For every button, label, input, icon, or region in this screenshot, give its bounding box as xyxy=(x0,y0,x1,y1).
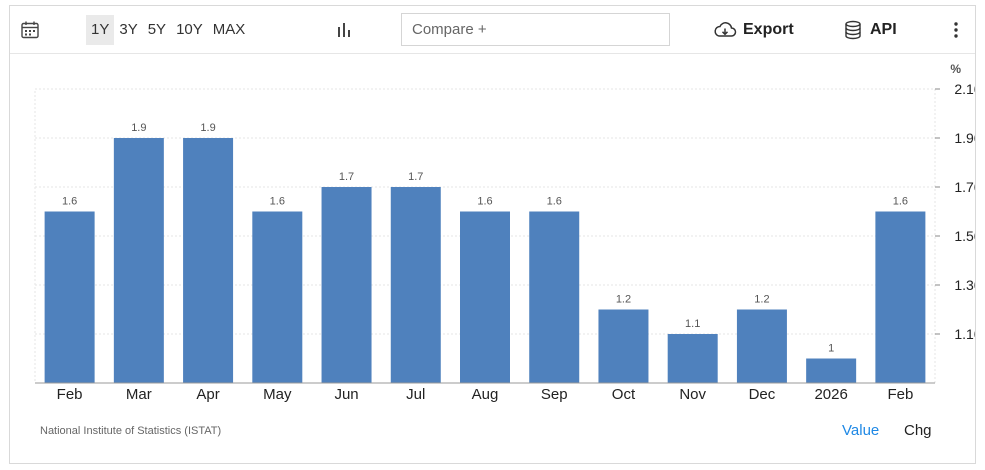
y-tick-label: 1.10 xyxy=(954,326,975,342)
value-mode-button[interactable]: Value xyxy=(842,422,880,439)
y-tick-label: 1.90 xyxy=(954,130,975,146)
data-label: 1.6 xyxy=(62,196,77,208)
range-5y-button[interactable]: 5Y xyxy=(147,21,167,38)
export-label: Export xyxy=(743,21,794,38)
bar xyxy=(321,187,372,383)
data-label: 1.6 xyxy=(477,196,492,208)
compare-input[interactable] xyxy=(402,14,669,45)
y-tick-label: 2.10 xyxy=(954,81,975,97)
bar-chart-icon[interactable] xyxy=(336,21,354,39)
x-tick-label: Mar xyxy=(126,386,152,403)
data-label: 1.9 xyxy=(200,122,215,134)
x-tick-label: Sep xyxy=(541,386,568,403)
range-3y-button[interactable]: 3Y xyxy=(119,21,138,38)
range-max-button[interactable]: MAX xyxy=(212,21,246,38)
bar-chart: % 2.10 1.90 1.70 1.50 1.30 1.10 1.6 Feb 1.9 Mar 1.9… xyxy=(34,62,975,403)
bar xyxy=(390,187,441,383)
x-tick-label: Feb xyxy=(887,386,913,403)
data-label: 1.6 xyxy=(270,196,285,208)
data-label: 1.2 xyxy=(754,294,769,306)
data-label: 1.1 xyxy=(685,318,700,330)
bar xyxy=(875,211,926,383)
bar xyxy=(806,358,857,383)
data-label: 1.9 xyxy=(131,122,146,134)
bar xyxy=(667,334,718,383)
bar xyxy=(598,309,649,383)
api-label: API xyxy=(870,21,897,38)
range-10y-button[interactable]: 10Y xyxy=(176,21,203,38)
data-label: 1.7 xyxy=(408,171,423,183)
calendar-icon[interactable] xyxy=(20,20,40,40)
y-tick-label: 1.70 xyxy=(954,179,975,195)
x-tick-label: Jul xyxy=(406,386,425,403)
bar xyxy=(460,211,510,383)
x-tick-label: Apr xyxy=(196,386,219,403)
bar xyxy=(252,211,303,383)
api-button[interactable]: API xyxy=(844,18,897,42)
bar xyxy=(44,211,95,383)
bar xyxy=(736,309,787,383)
bar xyxy=(113,138,164,383)
x-tick-label: 2026 xyxy=(814,386,847,403)
data-label: 1.6 xyxy=(547,196,562,208)
data-label: 1.2 xyxy=(616,294,631,306)
bar xyxy=(529,211,580,383)
change-mode-button[interactable]: Chg xyxy=(904,422,932,439)
chart-widget: 1Y 3Y 5Y 10Y MAX Export xyxy=(9,5,976,464)
x-tick-label: Jun xyxy=(334,386,358,403)
y-tick-label: 1.30 xyxy=(954,277,975,293)
more-vertical-icon[interactable] xyxy=(952,20,960,40)
source-label: National Institute of Statistics (ISTAT) xyxy=(40,425,222,437)
y-tick-label: 1.50 xyxy=(954,228,975,244)
chart-toolbar: 1Y 3Y 5Y 10Y MAX Export xyxy=(10,6,975,54)
x-tick-label: Nov xyxy=(679,386,706,403)
cloud-download-icon xyxy=(714,22,737,37)
x-tick-label: May xyxy=(263,386,292,403)
export-button[interactable]: Export xyxy=(713,18,794,42)
y-unit-label: % xyxy=(950,62,961,76)
x-tick-label: Dec xyxy=(749,386,776,403)
x-tick-label: Feb xyxy=(57,386,83,403)
bar xyxy=(183,138,234,383)
time-range-selector: 1Y 3Y 5Y 10Y MAX xyxy=(86,15,250,45)
range-1y-button[interactable]: 1Y xyxy=(86,15,115,45)
compare-field[interactable] xyxy=(401,13,670,46)
data-label: 1.6 xyxy=(893,196,908,208)
data-label: 1 xyxy=(828,343,834,355)
x-tick-label: Oct xyxy=(612,386,636,403)
data-label: 1.7 xyxy=(339,171,354,183)
database-icon xyxy=(845,20,861,40)
x-tick-label: Aug xyxy=(472,386,499,403)
